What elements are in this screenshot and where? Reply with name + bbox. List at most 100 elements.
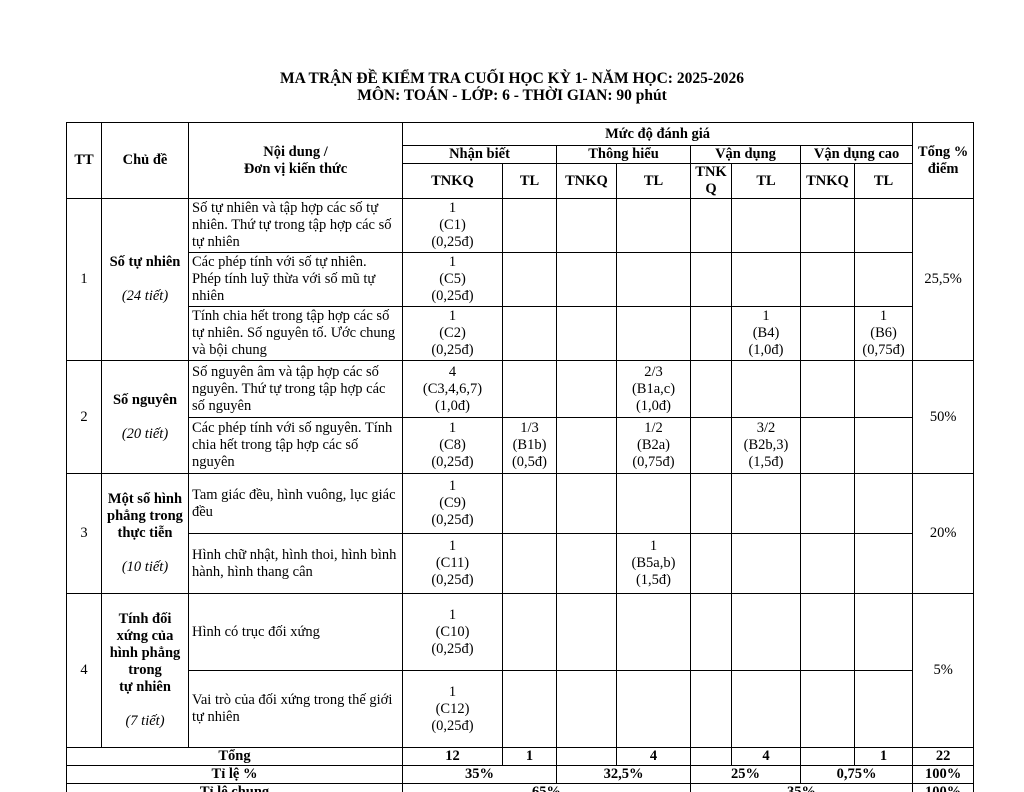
col-header-noi-dung: Nội dung / Đơn vị kiến thức bbox=[188, 122, 403, 199]
content-cell: Tam giác đều, hình vuông, lục giác đều bbox=[188, 473, 403, 534]
score-cell-th-tl bbox=[616, 670, 691, 748]
score-cell-vdc-tnkq bbox=[800, 306, 855, 361]
tt-cell: 2 bbox=[66, 360, 102, 474]
tt-cell: 1 bbox=[66, 198, 102, 361]
score-cell-th-tnkq bbox=[556, 417, 617, 474]
footer-label-ti-le-chung: Tỉ lệ chung bbox=[66, 783, 403, 792]
footer-total-th-tl: 4 bbox=[616, 747, 691, 766]
footer-total-nb-tl: 1 bbox=[502, 747, 557, 766]
score-cell-th-tl bbox=[616, 306, 691, 361]
score-cell-nb-tnkq: 1 (C11) (0,25đ) bbox=[402, 533, 503, 594]
col-header-chu-de: Chủ đề bbox=[101, 122, 189, 199]
score-cell-vdc-tnkq bbox=[800, 360, 855, 418]
footer-total-vd-tnkq bbox=[690, 747, 732, 766]
subcol-header-tnkq: TNKQ bbox=[402, 163, 503, 199]
content-cell: Vai trò của đối xứng trong thế giới tự n… bbox=[188, 670, 403, 748]
score-cell-vdc-tl bbox=[853, 417, 914, 474]
score-cell-vd-tl bbox=[731, 533, 801, 594]
score-cell-th-tnkq bbox=[556, 593, 617, 671]
content-cell: Số tự nhiên và tập hợp các số tự nhiên. … bbox=[188, 198, 403, 253]
score-cell-vd-tl bbox=[731, 198, 801, 253]
exam-matrix-table: TT Chủ đề Nội dung / Đơn vị kiến thức Mứ… bbox=[66, 122, 975, 792]
score-cell-th-tnkq bbox=[556, 670, 617, 748]
score-cell-vd-tl: 3/2 (B2b,3) (1,5đ) bbox=[731, 417, 801, 474]
level-header-van-dung: Vận dụng bbox=[690, 145, 801, 164]
score-cell-nb-tl bbox=[502, 670, 557, 748]
footer-total-nb-tnkq: 12 bbox=[402, 747, 503, 766]
score-cell-vdc-tnkq bbox=[800, 593, 855, 671]
score-cell-vd-tnkq bbox=[690, 593, 732, 671]
score-cell-nb-tl: 1/3 (B1b) (0,5đ) bbox=[502, 417, 557, 474]
score-cell-vdc-tnkq bbox=[800, 533, 855, 594]
score-cell-vd-tnkq bbox=[690, 670, 732, 748]
topic-cell: Tính đối xứng của hình phẳng trong tự nh… bbox=[101, 593, 189, 748]
footer-total-vdc-tnkq bbox=[800, 747, 855, 766]
score-cell-vd-tnkq bbox=[690, 252, 732, 307]
topic-note: (20 tiết) bbox=[121, 425, 169, 442]
score-cell-vdc-tl bbox=[853, 252, 914, 307]
content-cell: Số nguyên âm và tập hợp các số nguyên. T… bbox=[188, 360, 403, 418]
content-cell: Hình có trục đối xứng bbox=[188, 593, 403, 671]
topic-cell: Số tự nhiên (24 tiết) bbox=[101, 198, 189, 361]
score-cell-th-tnkq bbox=[556, 360, 617, 418]
subcol-header-tl: TL bbox=[502, 163, 557, 199]
score-cell-nb-tnkq: 1 (C2) (0,25đ) bbox=[402, 306, 503, 361]
topic-note: (24 tiết) bbox=[121, 288, 169, 304]
score-cell-th-tnkq bbox=[556, 533, 617, 594]
score-cell-vd-tnkq bbox=[690, 198, 732, 253]
score-cell-vdc-tnkq bbox=[800, 198, 855, 253]
score-cell-nb-tnkq: 1 (C5) (0,25đ) bbox=[402, 252, 503, 307]
score-cell-vd-tl bbox=[731, 670, 801, 748]
score-cell-vdc-tl: 1 (B6) (0,75đ) bbox=[853, 306, 914, 361]
level-header-thong-hieu: Thông hiểu bbox=[556, 145, 691, 164]
score-cell-th-tl bbox=[616, 473, 691, 534]
score-cell-th-tl bbox=[616, 252, 691, 307]
topic-cell: Một số hình phẳng trong thực tiễn (10 ti… bbox=[101, 473, 189, 594]
score-cell-nb-tl bbox=[502, 473, 557, 534]
subcol-header-tl: TL bbox=[731, 163, 801, 199]
score-cell-th-tnkq bbox=[556, 306, 617, 361]
subcol-header-tl: TL bbox=[853, 163, 914, 199]
footer-total-th-tnkq bbox=[556, 747, 617, 766]
score-cell-vd-tl: 1 (B4) (1,0đ) bbox=[731, 306, 801, 361]
content-cell: Các phép tính với số tự nhiên. Phép tính… bbox=[188, 252, 403, 307]
score-cell-vdc-tl bbox=[853, 593, 914, 671]
score-cell-nb-tl bbox=[502, 252, 557, 307]
doc-title-line1: MA TRẬN ĐỀ KIỂM TRA CUỐI HỌC KỲ 1- NĂM H… bbox=[279, 70, 744, 87]
footer-pct-nb: 35% bbox=[402, 765, 557, 784]
col-header-tong-pct: Tổng % điểm bbox=[912, 122, 975, 199]
level-header-nhan-biet: Nhận biết bbox=[402, 145, 557, 164]
content-cell: Hình chữ nhật, hình thoi, hình bình hành… bbox=[188, 533, 403, 594]
topic-note: (7 tiết) bbox=[125, 713, 165, 729]
score-cell-vd-tnkq bbox=[690, 306, 732, 361]
topic-name: Số tự nhiên bbox=[109, 254, 181, 270]
subcol-header-tl: TL bbox=[616, 163, 691, 199]
score-cell-th-tnkq bbox=[556, 252, 617, 307]
score-cell-nb-tnkq: 4 (C3,4,6,7) (1,0đ) bbox=[402, 360, 503, 418]
score-cell-vd-tl bbox=[731, 593, 801, 671]
score-cell-vdc-tnkq bbox=[800, 252, 855, 307]
score-cell-vd-tnkq bbox=[690, 533, 732, 594]
footer-total-overall: 22 bbox=[912, 747, 975, 766]
score-cell-vdc-tnkq bbox=[800, 473, 855, 534]
score-cell-nb-tnkq: 1 (C8) (0,25đ) bbox=[402, 417, 503, 474]
topic-name: Một số hình phẳng trong thực tiễn bbox=[107, 491, 183, 541]
score-cell-vd-tnkq bbox=[690, 360, 732, 418]
score-cell-vdc-tl bbox=[853, 670, 914, 748]
document-title-block: MA TRẬN ĐỀ KIỂM TRA CUỐI HỌC KỲ 1- NĂM H… bbox=[0, 70, 1024, 104]
score-cell-nb-tl bbox=[502, 198, 557, 253]
score-cell-nb-tl bbox=[502, 360, 557, 418]
score-cell-th-tl: 1 (B5a,b) (1,5đ) bbox=[616, 533, 691, 594]
footer-pct-vdc: 0,75% bbox=[799, 765, 914, 784]
score-cell-vdc-tl bbox=[853, 198, 914, 253]
score-cell-th-tl: 1/2 (B2a) (0,75đ) bbox=[616, 417, 691, 474]
score-cell-th-tnkq bbox=[556, 473, 617, 534]
footer-label-tong: Tổng bbox=[66, 747, 403, 766]
score-cell-vd-tnkq bbox=[690, 417, 732, 474]
topic-note: (10 tiết) bbox=[121, 559, 169, 575]
score-cell-nb-tl bbox=[502, 533, 557, 594]
score-cell-vd-tnkq bbox=[690, 473, 732, 534]
score-cell-vd-tl bbox=[731, 360, 801, 418]
footer-pct-vd: 25% bbox=[690, 765, 801, 784]
